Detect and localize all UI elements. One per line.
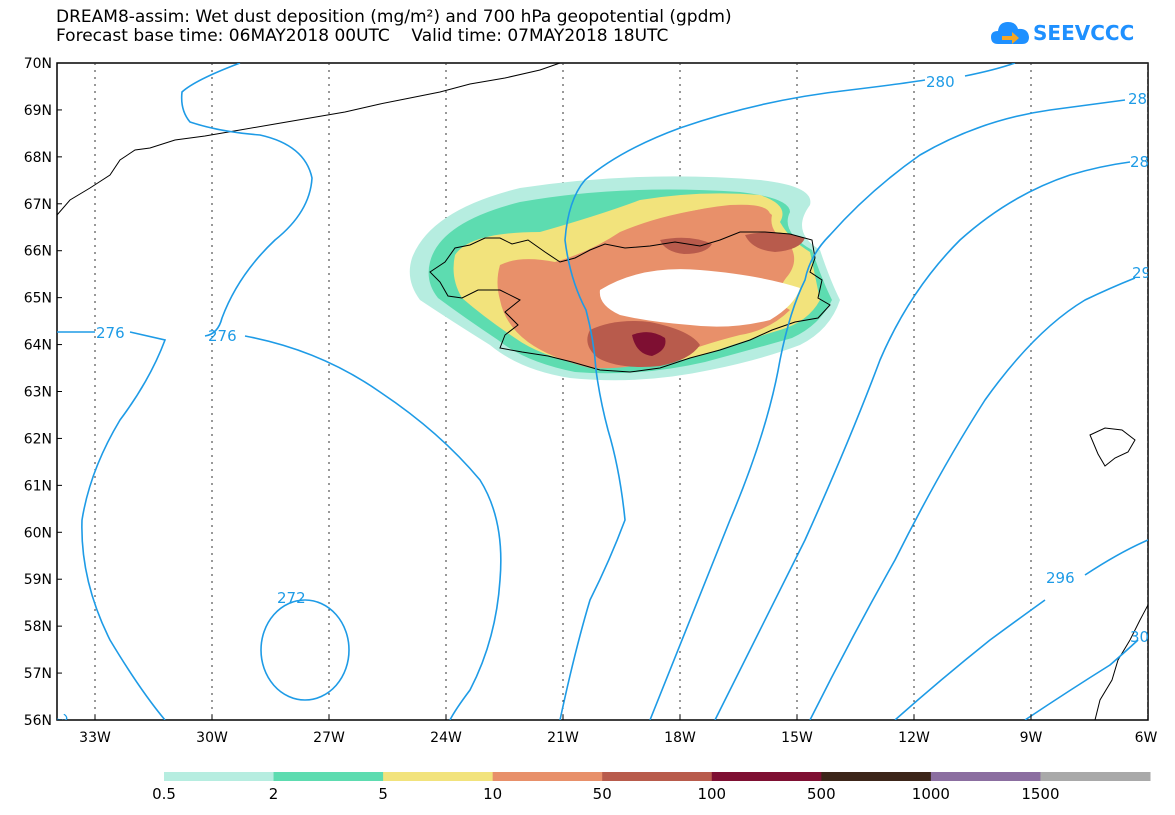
contour-296 bbox=[894, 539, 1148, 720]
lat-tick-label: 66N bbox=[24, 244, 52, 260]
color-legend: 0.5 2 5 10 50 100 500 1000 1500 bbox=[152, 772, 1151, 803]
coast-greenland bbox=[57, 63, 561, 216]
logo-text: SEEVCCC bbox=[1033, 21, 1135, 45]
lat-tick-label: 59N bbox=[24, 572, 52, 588]
legend-label: 5 bbox=[378, 785, 388, 803]
contour-284 bbox=[649, 99, 1126, 720]
dust-level-100 bbox=[632, 332, 666, 356]
lon-tick-label: 21W bbox=[547, 730, 579, 746]
legend-swatch bbox=[711, 772, 822, 781]
legend-swatch bbox=[383, 772, 494, 781]
contour-label: 30 bbox=[1130, 628, 1149, 646]
contour-280-north bbox=[559, 63, 1016, 720]
contour-label: 276 bbox=[96, 324, 125, 342]
contour-label: 29 bbox=[1132, 264, 1151, 282]
legend-label: 2 bbox=[269, 785, 279, 803]
contour-300 bbox=[1024, 639, 1139, 720]
legend-label: 500 bbox=[807, 785, 836, 803]
legend-swatch bbox=[821, 772, 932, 781]
legend-swatch bbox=[164, 772, 275, 781]
title-line-2: Forecast base time: 06MAY2018 00UTC Vali… bbox=[56, 26, 669, 46]
lat-tick-label: 61N bbox=[24, 478, 52, 494]
lon-tick-label: 9W bbox=[1020, 730, 1043, 746]
lon-tick-label: 15W bbox=[781, 730, 813, 746]
lon-tick-label: 18W bbox=[664, 730, 696, 746]
legend-swatch bbox=[273, 772, 384, 781]
lat-tick-label: 70N bbox=[24, 56, 52, 72]
dust-level-10-north bbox=[640, 204, 770, 242]
contour-276-main bbox=[180, 63, 502, 720]
contour-label: 276 bbox=[208, 327, 237, 345]
contour-label: 272 bbox=[277, 589, 306, 607]
lat-tick-label: 60N bbox=[24, 525, 52, 541]
lon-tick-label: 12W bbox=[898, 730, 930, 746]
coastlines bbox=[57, 63, 1148, 720]
cloud-arrow-icon bbox=[991, 22, 1029, 44]
legend-swatch bbox=[1040, 772, 1151, 781]
dust-deposition-field bbox=[409, 176, 840, 381]
coast-norway bbox=[1094, 604, 1148, 720]
legend-swatch bbox=[930, 772, 1041, 781]
coast-iceland bbox=[429, 231, 831, 373]
legend-label: 10 bbox=[483, 785, 502, 803]
lon-tick-label: 27W bbox=[313, 730, 345, 746]
lat-tick-label: 65N bbox=[24, 291, 52, 307]
contour-272 bbox=[260, 599, 350, 701]
seevccc-logo: SEEVCCC bbox=[990, 18, 1134, 48]
coast-faroe bbox=[1089, 427, 1136, 467]
geopotential-contours bbox=[57, 63, 1148, 720]
contour-label: 28 bbox=[1128, 90, 1147, 108]
lat-tick-label: 58N bbox=[24, 619, 52, 635]
legend-label: 0.5 bbox=[152, 785, 176, 803]
legend-swatch bbox=[602, 772, 713, 781]
lat-tick-label: 69N bbox=[24, 103, 52, 119]
contour-labels: 276 276 272 280 28 28 29 296 30 28 bbox=[52, 73, 1151, 737]
lat-tick-label: 56N bbox=[24, 713, 52, 729]
lat-tick-label: 62N bbox=[24, 431, 52, 447]
lat-tick-label: 67N bbox=[24, 197, 52, 213]
lat-tick-label: 64N bbox=[24, 338, 52, 354]
lon-tick-label: 6W bbox=[1135, 730, 1158, 746]
dust-free-area bbox=[599, 269, 800, 327]
legend-label: 100 bbox=[697, 785, 726, 803]
latitude-labels: 70N 69N 68N 67N 66N 65N 64N 63N 62N 61N 60N 59N 58N 5… bbox=[24, 56, 62, 729]
dust-level-50-east bbox=[745, 232, 805, 252]
longitude-labels: 33W 30W 27W 24W 21W 18W 15W 12W 9W 6W bbox=[79, 715, 1158, 746]
title-line-1: DREAM8-assim: Wet dust deposition (mg/m²… bbox=[56, 7, 732, 27]
contour-label: 28 bbox=[52, 711, 77, 737]
lon-tick-label: 30W bbox=[196, 730, 228, 746]
lat-tick-label: 68N bbox=[24, 150, 52, 166]
contour-label: 28 bbox=[1130, 153, 1149, 171]
lon-tick-label: 33W bbox=[79, 730, 111, 746]
contour-label: 296 bbox=[1046, 569, 1075, 587]
contour-label: 280 bbox=[926, 73, 955, 91]
legend-label: 1000 bbox=[912, 785, 950, 803]
contour-288 bbox=[714, 161, 1131, 720]
plot-frame bbox=[56, 62, 1149, 721]
lon-tick-label: 24W bbox=[430, 730, 462, 746]
dust-level-50-north bbox=[660, 237, 712, 254]
legend-swatch bbox=[492, 772, 603, 781]
lat-tick-label: 63N bbox=[24, 385, 52, 401]
contour-292 bbox=[809, 277, 1136, 720]
legend-label: 50 bbox=[593, 785, 612, 803]
lat-tick-label: 57N bbox=[24, 666, 52, 682]
contour-276-west bbox=[57, 331, 167, 720]
chart-title: DREAM8-assim: Wet dust deposition (mg/m²… bbox=[56, 8, 732, 46]
legend-label: 1500 bbox=[1021, 785, 1059, 803]
